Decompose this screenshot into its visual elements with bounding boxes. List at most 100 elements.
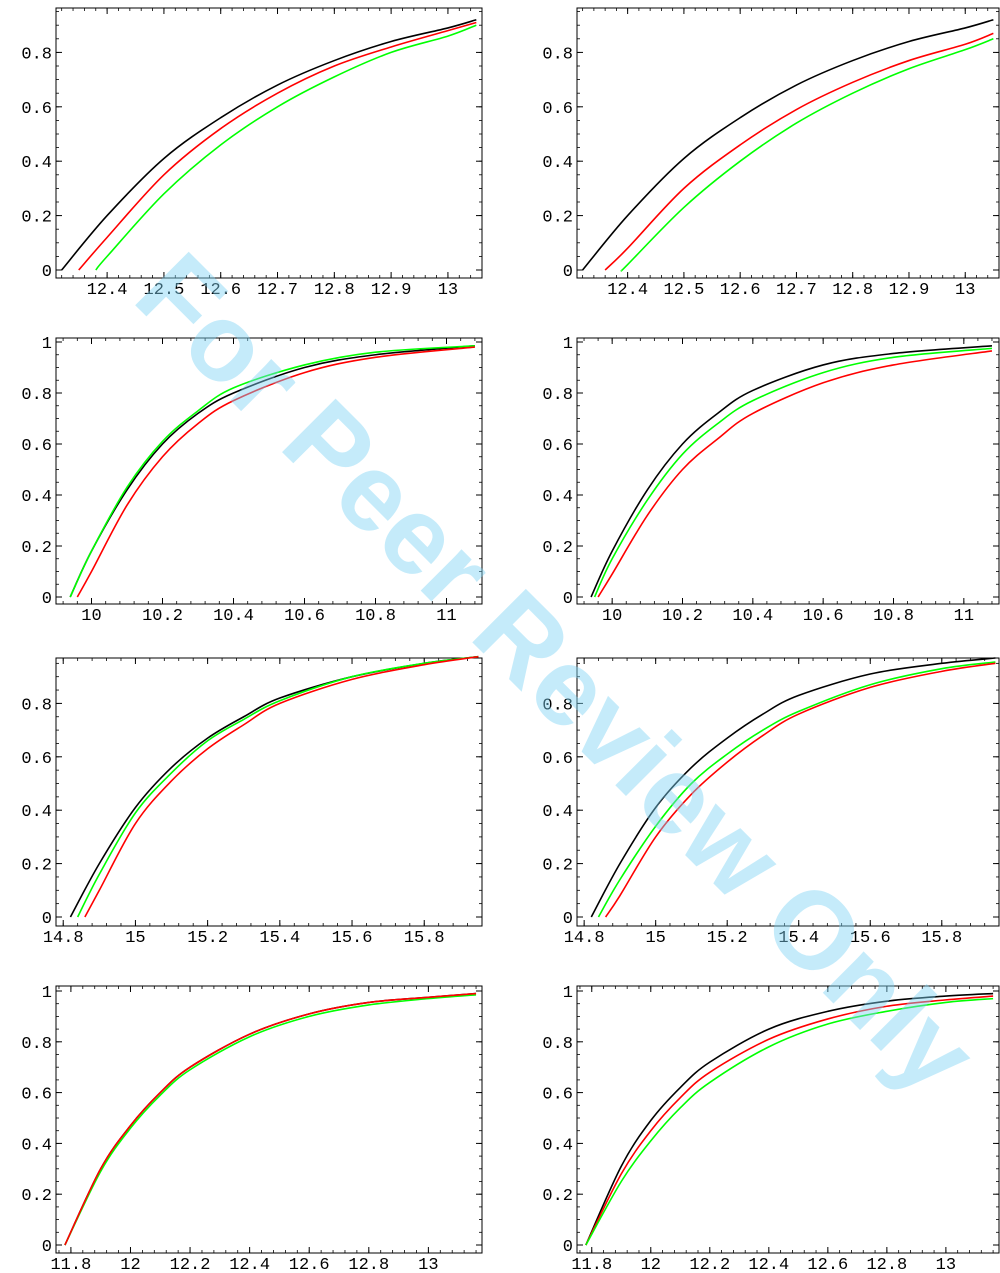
x-tick-label: 12.4: [229, 1256, 270, 1273]
x-tick-label: 10.8: [355, 607, 396, 626]
y-tick-label: 0: [563, 263, 573, 282]
x-tick-label: 12.6: [289, 1256, 330, 1273]
x-tick-label: 15.2: [707, 929, 748, 948]
plot-frame: [576, 985, 1000, 1254]
series-line-green: [620, 38, 994, 272]
x-tick-label: 12.8: [348, 1256, 389, 1273]
x-tick-label: 10.2: [662, 607, 703, 626]
x-tick-label: 15.8: [404, 929, 445, 948]
y-tick-label: 0.2: [21, 1187, 52, 1206]
x-tick-label: 11: [954, 607, 974, 626]
x-tick-label: 10.4: [732, 607, 773, 626]
y-tick-label: 0.6: [542, 437, 573, 456]
y-tick-label: 0.4: [21, 154, 52, 173]
series-line-red: [585, 995, 994, 1246]
series-line-black: [590, 345, 993, 598]
chart-panel-5: 14.8 15 15.2 15.4 15.6 15.8 0 0.2 0.4 0.6 0.8: [21, 655, 483, 948]
x-tick-label: 15: [645, 929, 665, 948]
y-tick-label: 0.4: [542, 488, 573, 507]
x-tick-label: 12.6: [720, 281, 761, 300]
y-tick-label: 0.8: [542, 45, 573, 64]
x-tick-label: 12.6: [200, 281, 241, 300]
x-tick-label: 15.4: [259, 929, 300, 948]
y-tick-label: 0.8: [21, 45, 52, 64]
x-tick-label: 13: [936, 1256, 956, 1273]
series-line-green: [585, 997, 994, 1246]
plot-frame: [576, 7, 1000, 279]
x-tick-label: 14.8: [564, 929, 605, 948]
plot-frame: [55, 657, 483, 927]
x-tick-label: 10: [81, 607, 101, 626]
plots-layer: 12.4 12.5 12.6 12.7 12.8 12.9 13 0 0.2 0.4 0.6 0.8 1…: [21, 7, 1000, 1273]
y-tick-label: 0.8: [542, 386, 573, 405]
series-line-green: [597, 661, 996, 918]
x-tick-label: 12.8: [866, 1256, 907, 1273]
series-line-green: [76, 655, 479, 918]
chart-panel-8: 11.8 12 12.2 12.4 12.6 12.8 13 0 0.2 0.4 0.6 0.8 1: [542, 984, 1000, 1273]
series-line-black: [69, 655, 479, 918]
x-tick-label: 12.8: [832, 281, 873, 300]
chart-panel-6: 14.8 15 15.2 15.4 15.6 15.8 0 0.2 0.4 0.6 0.8: [542, 657, 1000, 948]
y-tick-label: 0.2: [542, 209, 573, 228]
y-tick-label: 0.6: [21, 437, 52, 456]
plot-frame: [576, 337, 1000, 605]
y-tick-label: 0.8: [542, 696, 573, 715]
x-tick-label: 15: [125, 929, 145, 948]
x-tick-label: 12.5: [144, 281, 185, 300]
x-tick-label: 12.2: [170, 1256, 211, 1273]
x-tick-label: 10.2: [142, 607, 183, 626]
series-line-green: [95, 24, 477, 271]
y-tick-label: 0.2: [21, 857, 52, 876]
x-tick-label: 12.7: [776, 281, 817, 300]
y-tick-label: 0.6: [21, 100, 52, 119]
y-tick-label: 0: [42, 590, 52, 609]
y-tick-label: 0.4: [21, 488, 52, 507]
x-tick-label: 13: [418, 1256, 438, 1273]
x-tick-label: 12.9: [889, 281, 930, 300]
x-tick-label: 12: [120, 1256, 140, 1273]
series-line-red: [84, 655, 479, 918]
y-tick-label: 0: [42, 910, 52, 929]
x-tick-label: 11: [436, 607, 456, 626]
plot-frame: [576, 657, 1000, 927]
chart-panel-2: 12.4 12.5 12.6 12.7 12.8 12.9 13 0 0.2 0.4 0.6 0.8: [542, 7, 1000, 300]
x-tick-label: 11.8: [50, 1256, 91, 1273]
y-tick-label: 0.4: [542, 1136, 573, 1155]
y-tick-label: 1: [42, 984, 52, 1003]
y-tick-label: 0.4: [21, 1136, 52, 1155]
chart-panel-4: 10 10.2 10.4 10.6 10.8 11 0 0.2 0.4 0.6 0.8 1: [542, 335, 1000, 626]
y-tick-label: 0.6: [542, 100, 573, 119]
y-tick-label: 0: [563, 590, 573, 609]
x-tick-label: 13: [438, 281, 458, 300]
series-line-black: [590, 657, 996, 918]
series-line-red: [597, 350, 993, 598]
series-line-red: [604, 32, 994, 271]
x-tick-label: 12.6: [807, 1256, 848, 1273]
chart-panel-3: 10 10.2 10.4 10.6 10.8 11 0 0.2 0.4 0.6 0.8 1: [21, 335, 483, 626]
series-line-red: [78, 21, 477, 271]
watermark-text: For Peer Review Only: [113, 230, 1000, 1117]
y-tick-label: 0: [563, 1238, 573, 1257]
series-line-green: [593, 347, 993, 598]
series-line-black: [64, 992, 477, 1246]
y-tick-label: 0.4: [542, 803, 573, 822]
y-tick-label: 0: [563, 910, 573, 929]
x-tick-label: 10: [602, 607, 622, 626]
series-line-black: [582, 18, 994, 271]
plot-frame: [55, 7, 483, 279]
y-tick-label: 1: [42, 335, 52, 354]
y-tick-label: 0.2: [21, 539, 52, 558]
y-tick-label: 0: [42, 263, 52, 282]
x-tick-label: 12.9: [371, 281, 412, 300]
x-tick-label: 12.4: [87, 281, 128, 300]
y-tick-label: 0.2: [21, 209, 52, 228]
x-tick-label: 12.5: [664, 281, 705, 300]
x-tick-label: 10.8: [873, 607, 914, 626]
chart-panel-1: 12.4 12.5 12.6 12.7 12.8 12.9 13 0 0.2 0.4 0.6 0.8: [21, 7, 483, 300]
series-line-black: [61, 18, 477, 271]
y-tick-label: 0.8: [21, 386, 52, 405]
series-line-black: [585, 992, 994, 1246]
y-tick-label: 0.6: [542, 1086, 573, 1105]
x-tick-label: 15.8: [921, 929, 962, 948]
